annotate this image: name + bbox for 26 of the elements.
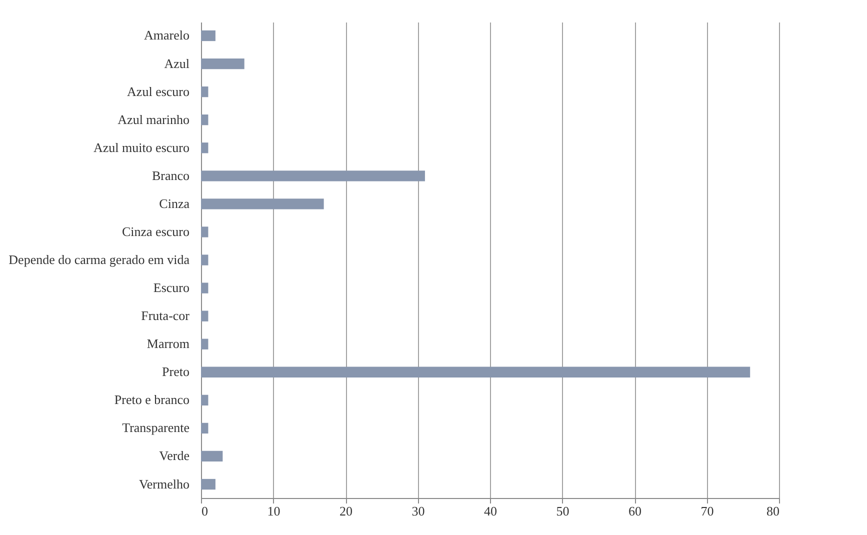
y-tick-label: Vermelho <box>138 476 190 492</box>
y-tick-label: Azul marinho <box>118 112 190 127</box>
y-tick-label: Azul muito escuro <box>93 140 190 155</box>
y-tick-label: Azul escuro <box>127 84 190 99</box>
x-tick-label: 80 <box>766 504 780 518</box>
x-tick-label: 40 <box>484 504 497 518</box>
y-tick-label: Fruta-cor <box>141 308 190 324</box>
x-tick-label: 70 <box>700 504 714 518</box>
y-tick-label: Verde <box>159 448 190 464</box>
x-tick-label: 20 <box>340 504 352 518</box>
y-tick-label: Transparente <box>122 420 190 436</box>
x-tick-label: 60 <box>628 504 642 518</box>
y-tick-label: Cinza <box>159 196 190 211</box>
x-tick-label: 10 <box>267 504 280 518</box>
y-tick-label: Branco <box>152 168 190 183</box>
y-tick-label: Escuro <box>153 280 190 296</box>
y-tick-label: Cinza escuro <box>122 224 190 239</box>
y-tick-label: Amarelo <box>144 28 190 43</box>
x-tick-label: 0 <box>202 504 208 518</box>
y-tick-label: Marrom <box>146 336 190 352</box>
y-tick-label: Preto e branco <box>114 392 190 408</box>
x-tick-label: 30 <box>412 504 425 518</box>
y-tick-label: Depende do carma gerado em vida <box>8 252 190 267</box>
y-tick-label: Preto <box>162 364 190 380</box>
y-tick-label: Azul <box>164 56 190 71</box>
x-tick-label: 50 <box>556 504 570 518</box>
